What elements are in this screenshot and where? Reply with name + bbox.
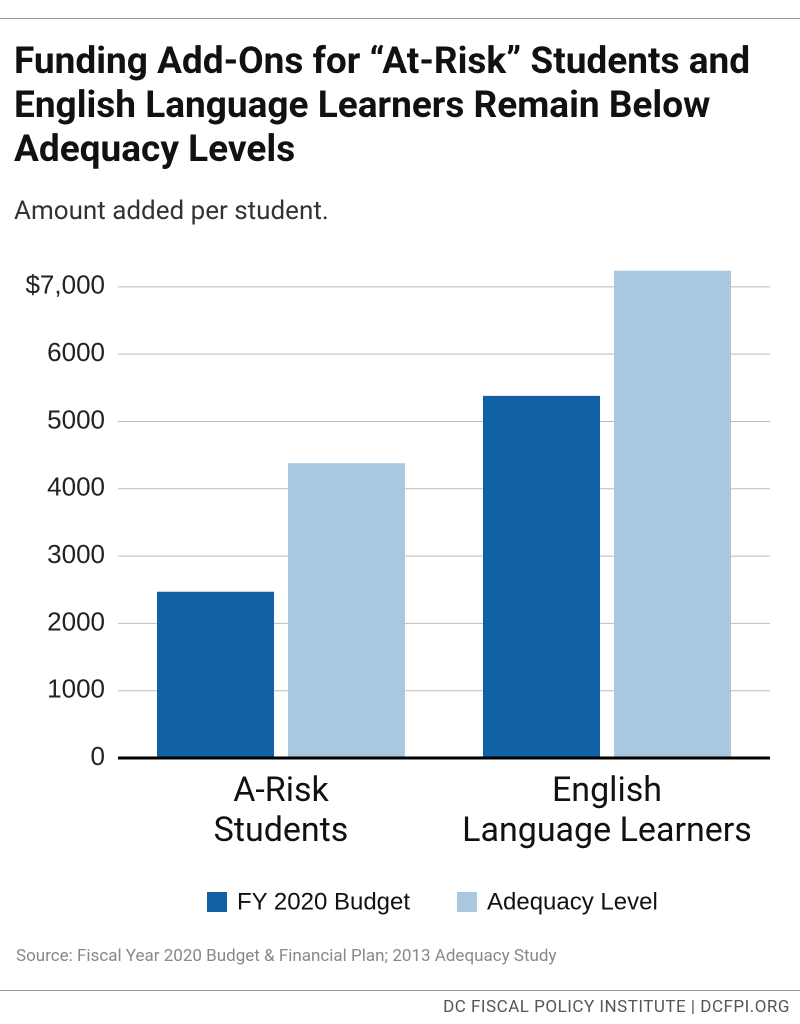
y-tick-label: $7,000 (25, 270, 105, 300)
y-tick-label: 3000 (47, 539, 105, 569)
bar (288, 463, 405, 758)
y-tick-label: 4000 (47, 472, 105, 502)
source-note: Source: Fiscal Year 2020 Budget & Financ… (16, 946, 557, 966)
bar (614, 270, 731, 758)
bar (157, 591, 274, 758)
legend-swatch (457, 892, 477, 912)
y-tick-label: 0 (91, 741, 105, 771)
y-tick-label: 1000 (47, 674, 105, 704)
top-rule (0, 18, 800, 19)
x-tick-label: English Language Learners (462, 770, 752, 850)
x-tick-label: A-Risk Students (213, 770, 349, 850)
y-tick-label: 5000 (47, 404, 105, 434)
y-tick-label: 2000 (47, 606, 105, 636)
bar (483, 395, 600, 758)
footer: DC FISCAL POLICY INSTITUTE | DCFPI.ORG (443, 997, 790, 1017)
chart-title: Funding Add-Ons for “At-Risk” Students a… (14, 40, 751, 171)
bottom-rule (0, 990, 800, 991)
legend-swatch (207, 892, 227, 912)
legend-label: FY 2020 Budget (237, 888, 410, 915)
legend-label: Adequacy Level (487, 888, 658, 915)
y-tick-label: 6000 (47, 337, 105, 367)
chart-subtitle: Amount added per student. (14, 196, 329, 226)
